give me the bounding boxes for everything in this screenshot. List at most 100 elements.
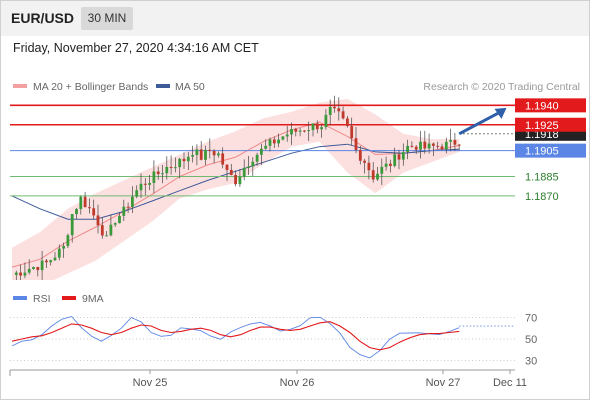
candle-body — [268, 139, 272, 146]
candle-body — [143, 183, 147, 185]
candle-body — [27, 268, 31, 273]
candle-body — [70, 214, 74, 236]
candle-body — [161, 173, 164, 175]
candle-body — [401, 152, 405, 160]
candle-body — [311, 123, 315, 131]
candle-body — [83, 196, 87, 208]
level-tag-1.1925 — [515, 117, 586, 132]
rsi-tick-70: 70 — [525, 312, 537, 324]
candle-body — [100, 225, 104, 236]
candle-body — [221, 153, 225, 165]
candle-body — [36, 266, 40, 271]
candle-body — [440, 146, 444, 150]
candle-body — [324, 114, 328, 128]
candle-body — [423, 141, 427, 149]
candle-body — [53, 257, 57, 261]
candle-body — [419, 141, 422, 150]
x-tick-label: Nov 26 — [280, 377, 315, 389]
candle-body — [410, 145, 414, 147]
pair-title: EUR/USD — [11, 10, 75, 26]
candle-body — [199, 149, 203, 160]
time-axis: Nov 25 Nov 26 Nov 27 Dec 11 — [9, 369, 527, 389]
candle-body — [118, 215, 121, 224]
candle-body — [182, 158, 186, 162]
candle-body — [298, 130, 302, 132]
candle-body — [195, 149, 199, 155]
candle-body — [432, 143, 435, 146]
candle-body — [225, 164, 229, 170]
candle-body — [247, 166, 250, 168]
candle-body — [255, 154, 259, 162]
candle-body — [109, 224, 113, 236]
rsi-tick-30: 30 — [525, 356, 537, 368]
candle-body — [354, 138, 358, 151]
bb-legend-swatch — [13, 84, 27, 88]
candle-body — [341, 111, 345, 119]
arrow-shaft — [458, 110, 502, 136]
ma20-line — [11, 121, 460, 268]
candle-body — [79, 196, 83, 210]
ma50-legend-label: MA 50 — [175, 81, 205, 93]
candle-body — [156, 171, 160, 175]
candle-body — [281, 136, 285, 140]
candle-body — [135, 190, 139, 197]
candle-body — [40, 260, 44, 271]
timeframe-button[interactable]: 30 MIN — [81, 7, 133, 30]
candle-body — [277, 139, 280, 144]
candle-body — [290, 129, 293, 135]
candle-body — [229, 169, 233, 175]
level-label-1.1918: 1.1918 — [525, 129, 559, 141]
candle-body — [371, 170, 375, 180]
candle-body — [62, 246, 65, 249]
candle-body — [148, 182, 151, 185]
candle-body — [96, 215, 100, 226]
candle-body — [328, 106, 332, 115]
rsi-ma-legend-label: 9MA — [82, 293, 104, 305]
datetime-label: Friday, November 27, 2020 4:34:16 AM CET — [13, 41, 259, 55]
candle-body — [294, 129, 298, 132]
candle-body — [32, 266, 35, 269]
candle-body — [457, 144, 461, 146]
candle-body — [126, 206, 130, 208]
candle-body — [217, 153, 220, 156]
level-label-1.1870: 1.1870 — [525, 191, 559, 203]
candle-body — [389, 163, 392, 166]
candle-body — [453, 140, 457, 145]
candle-body — [178, 158, 182, 168]
candle-body — [350, 126, 354, 139]
header-bar: EUR/USD 30 MIN — [0, 0, 590, 36]
level-label-1.1905: 1.1905 — [525, 146, 559, 158]
candle-body — [92, 208, 96, 216]
bollinger-bands — [11, 98, 460, 280]
candle-body — [45, 260, 48, 263]
candle-body — [23, 272, 27, 276]
candle-body — [174, 167, 177, 169]
candle-body — [57, 248, 61, 258]
candle-body — [346, 118, 349, 127]
candle-body — [212, 150, 216, 156]
candle-body — [406, 145, 409, 153]
candle-body — [367, 162, 371, 171]
candle-body — [376, 173, 379, 180]
candlesticks — [14, 95, 461, 280]
candle-body — [363, 160, 366, 163]
candle-body — [449, 140, 452, 142]
credit-label: Research © 2020 Trading Central — [423, 81, 580, 93]
arrow-head — [494, 107, 507, 119]
candle-body — [165, 166, 169, 174]
candle-body — [260, 148, 263, 155]
rsi-panel: 70 50 30 — [10, 312, 537, 368]
candle-body — [436, 145, 440, 147]
candle-body — [315, 123, 319, 130]
candle-body — [238, 176, 242, 185]
x-tick-label: Nov 27 — [426, 377, 461, 389]
candle-body — [122, 206, 126, 216]
candle-body — [131, 196, 134, 207]
candle-body — [139, 183, 143, 191]
candle-body — [234, 174, 237, 185]
candle-body — [186, 156, 190, 162]
candle-body — [251, 161, 255, 167]
candle-body — [384, 163, 388, 167]
bollinger-band-area — [12, 98, 460, 280]
candle-body — [208, 149, 212, 151]
